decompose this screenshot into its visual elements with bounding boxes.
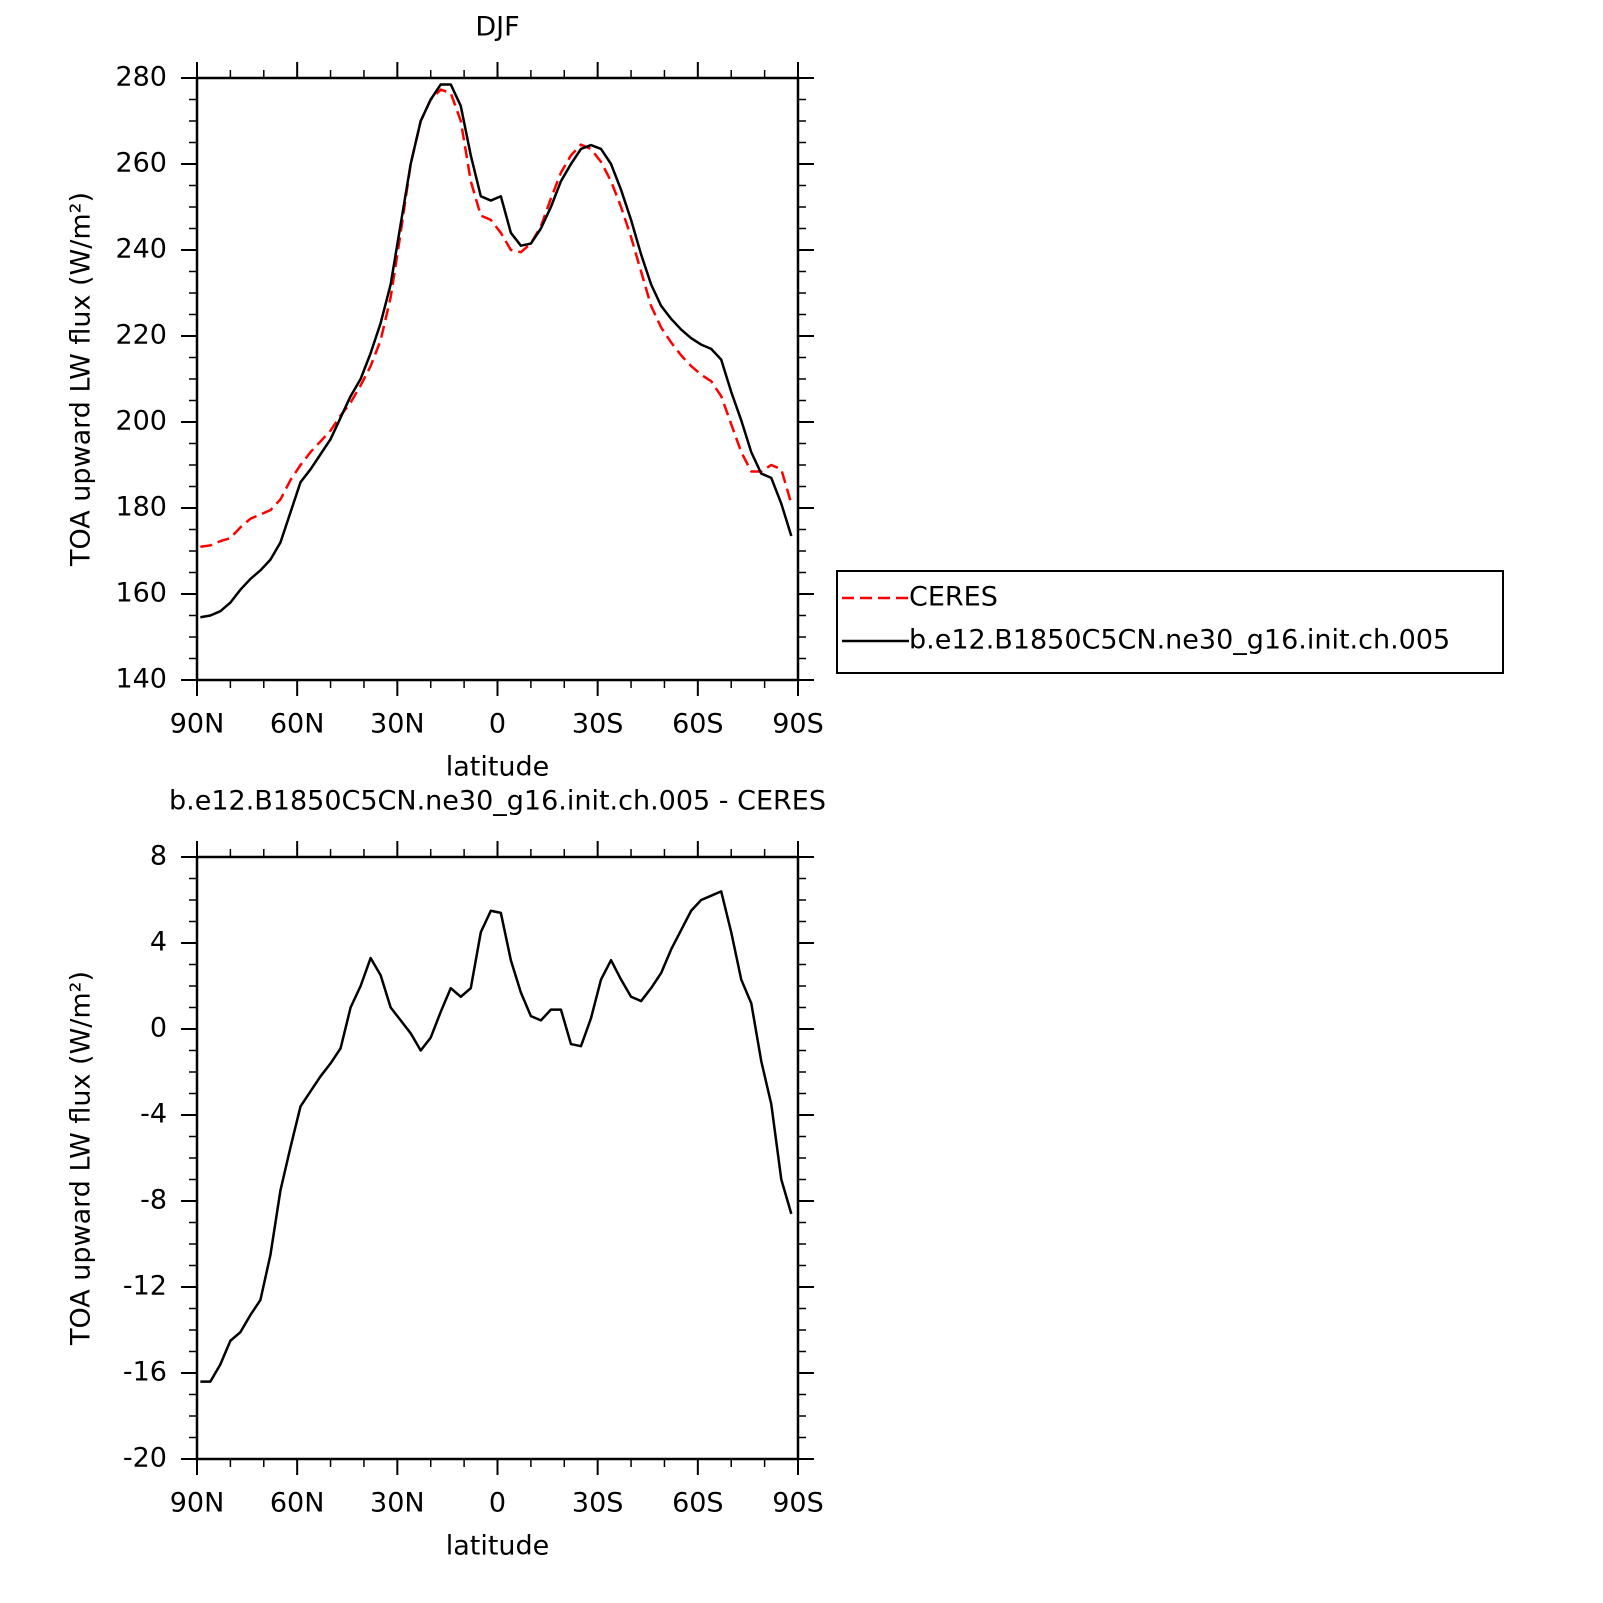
chart-title: DJF — [475, 12, 519, 43]
x-tick-label: 0 — [489, 1488, 506, 1519]
y-tick-label: -12 — [123, 1271, 167, 1302]
y-tick-label: -20 — [123, 1443, 167, 1474]
x-tick-label: 30S — [572, 1488, 624, 1519]
x-tick-label: 30N — [370, 1488, 425, 1519]
y-tick-label: 8 — [150, 841, 167, 872]
x-tick-label: 90N — [170, 1488, 225, 1519]
x-axis-label: latitude — [446, 1531, 550, 1562]
x-tick-label: 0 — [489, 709, 506, 740]
x-tick-label: 60N — [270, 709, 325, 740]
y-tick-label: 4 — [150, 927, 167, 958]
chart-title: b.e12.B1850C5CN.ne30_g16.init.ch.005 - C… — [169, 786, 826, 817]
data-line — [200, 83, 793, 619]
legend-label: CERES — [909, 582, 998, 613]
y-tick-label: -4 — [140, 1099, 167, 1130]
x-tick-label: 90N — [170, 709, 225, 740]
x-tick-label: 30N — [370, 709, 425, 740]
legend-label: b.e12.B1850C5CN.ne30_g16.init.ch.005 — [909, 625, 1450, 656]
data-line — [200, 890, 793, 1383]
y-tick-label: 140 — [115, 664, 167, 695]
x-tick-label: 90S — [772, 709, 824, 740]
x-tick-label: 30S — [572, 709, 624, 740]
y-tick-label: 160 — [115, 578, 167, 609]
x-tick-label: 60S — [672, 1488, 724, 1519]
y-tick-label: -16 — [123, 1357, 167, 1388]
x-tick-label: 60N — [270, 1488, 325, 1519]
y-tick-label: 240 — [115, 234, 167, 265]
x-tick-label: 60S — [672, 709, 724, 740]
y-axis-label: TOA upward LW flux (W/m²) — [66, 192, 97, 567]
y-tick-label: 260 — [115, 148, 167, 179]
x-axis-label: latitude — [446, 752, 550, 783]
data-line — [200, 88, 793, 548]
y-tick-label: 280 — [115, 62, 167, 93]
y-tick-label: -8 — [140, 1185, 167, 1216]
y-axis-label: TOA upward LW flux (W/m²) — [66, 971, 97, 1346]
y-tick-label: 0 — [150, 1013, 167, 1044]
legend-box — [836, 570, 1504, 674]
x-tick-label: 90S — [772, 1488, 824, 1519]
y-tick-label: 200 — [115, 406, 167, 437]
y-tick-label: 220 — [115, 320, 167, 351]
y-tick-label: 180 — [115, 492, 167, 523]
